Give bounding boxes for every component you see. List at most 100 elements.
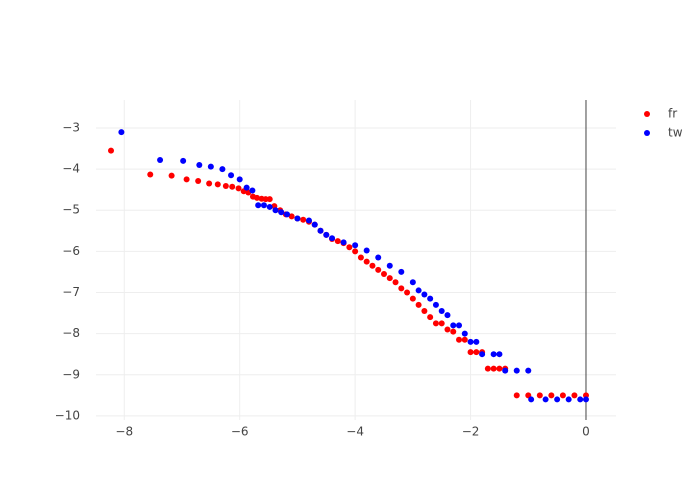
point (438, 308, 445, 315)
point (207, 163, 214, 170)
point (427, 314, 434, 321)
point (363, 247, 370, 254)
point (380, 270, 387, 277)
point (369, 262, 376, 269)
point (461, 336, 468, 343)
point (375, 266, 382, 273)
point (554, 396, 561, 403)
point (392, 279, 399, 286)
point (235, 185, 242, 192)
point (363, 258, 370, 265)
y-tick-label: −8 (62, 326, 80, 340)
point (559, 392, 566, 399)
point (329, 235, 336, 242)
point (432, 301, 439, 308)
point (438, 320, 445, 327)
x-tick-label: −4 (346, 425, 364, 439)
point (513, 367, 520, 374)
point (450, 322, 457, 329)
point (249, 187, 256, 194)
point (305, 217, 312, 224)
point (427, 295, 434, 302)
point (266, 203, 273, 210)
x-tick-label: −2 (462, 425, 480, 439)
legend-marker (644, 111, 650, 117)
point (415, 287, 422, 294)
point (222, 182, 229, 189)
point (157, 157, 164, 164)
x-tick-label: −8 (115, 425, 133, 439)
point (444, 312, 451, 319)
point (490, 365, 497, 372)
point (513, 392, 520, 399)
point (461, 330, 468, 337)
point (421, 291, 428, 298)
point (496, 365, 503, 372)
point (108, 147, 115, 154)
point (467, 338, 474, 345)
point (284, 211, 291, 218)
point (323, 231, 330, 238)
point (243, 184, 250, 191)
point (375, 254, 382, 261)
point (180, 157, 187, 164)
point (525, 367, 532, 374)
legend-label: fr (668, 107, 677, 121)
point (542, 396, 549, 403)
point (415, 301, 422, 308)
point (528, 396, 535, 403)
y-tick-label: −6 (62, 244, 80, 258)
x-tick-label: 0 (582, 425, 590, 439)
point (168, 172, 175, 179)
x-tick-label: −6 (231, 425, 249, 439)
point (409, 295, 416, 302)
point (536, 392, 543, 399)
point (288, 213, 295, 220)
point (357, 254, 364, 261)
point (260, 202, 267, 209)
point (548, 392, 555, 399)
point (386, 275, 393, 282)
point (386, 262, 393, 269)
point (352, 242, 359, 249)
point (490, 351, 497, 358)
point (577, 396, 584, 403)
point (409, 279, 416, 286)
y-tick-label: −3 (62, 120, 80, 134)
point (444, 326, 451, 333)
point (484, 365, 491, 372)
point (582, 396, 589, 403)
point (456, 336, 463, 343)
point (196, 161, 203, 168)
point (432, 320, 439, 327)
point (118, 129, 125, 136)
point (228, 172, 235, 179)
point (565, 396, 572, 403)
point (456, 322, 463, 329)
point (311, 221, 318, 228)
point (214, 181, 221, 188)
point (300, 216, 307, 223)
point (254, 194, 261, 201)
point (421, 308, 428, 315)
point (571, 392, 578, 399)
point (450, 328, 457, 335)
point (195, 178, 202, 185)
point (502, 367, 509, 374)
y-tick-label: −4 (62, 162, 80, 176)
y-tick-label: −9 (62, 367, 80, 381)
point (479, 351, 486, 358)
legend-label: tw (668, 126, 683, 140)
point (334, 238, 341, 245)
point (473, 338, 480, 345)
point (229, 183, 236, 190)
point (206, 180, 213, 187)
legend-marker (644, 130, 650, 136)
point (255, 202, 262, 209)
point (272, 207, 279, 214)
y-tick-label: −5 (62, 203, 80, 217)
point (147, 171, 154, 178)
point (346, 244, 353, 251)
point (398, 285, 405, 292)
